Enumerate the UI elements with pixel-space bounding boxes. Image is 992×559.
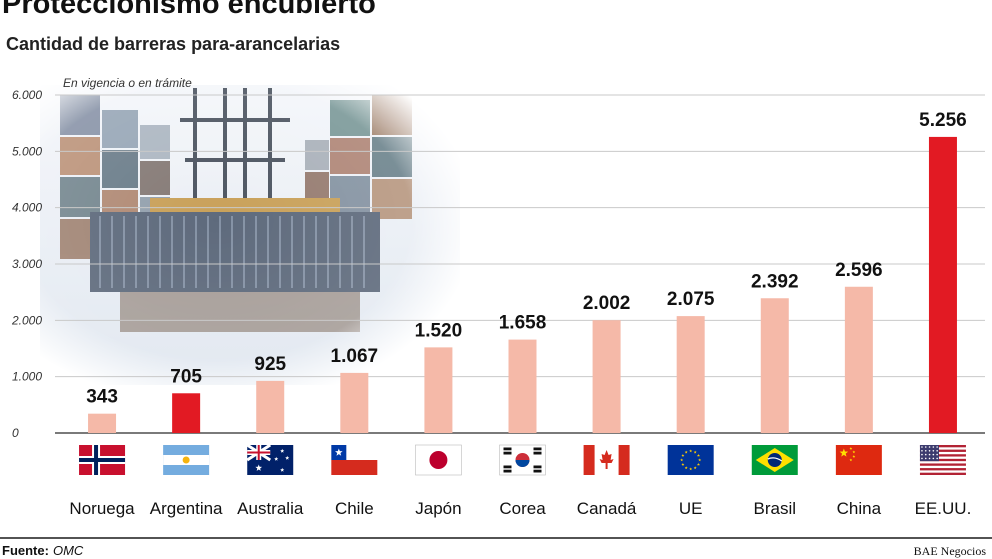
- y-tick-label: 2.000: [11, 313, 42, 327]
- category-label: Canadá: [577, 499, 637, 518]
- flags: [79, 443, 966, 476]
- source-value: OMC: [52, 543, 84, 558]
- value-label: 2.596: [835, 260, 883, 281]
- brazil-flag-icon: [751, 445, 798, 475]
- credit: BAE Negocios: [913, 544, 986, 558]
- category-label: Corea: [499, 499, 546, 518]
- category-label: China: [837, 499, 882, 518]
- bar: [760, 298, 789, 433]
- value-label: 343: [86, 387, 118, 408]
- argentina-flag-icon: [163, 445, 210, 475]
- value-label: 2.392: [751, 271, 799, 292]
- x-axis-labels: Noruega Argentina Australia Chile Japón Corea…: [69, 499, 971, 518]
- y-axis: 0 1.000 2.000 3.000 4.000 5.000 6.000: [11, 88, 42, 440]
- y-tick-label: 5.000: [12, 144, 42, 158]
- value-label: 1.520: [415, 320, 463, 341]
- value-labels: 343 705 925 1.067 1.520 1.658 2.002 2.075 2.392 2…: [86, 110, 967, 408]
- category-label: EE.UU.: [915, 499, 972, 518]
- usa-flag-icon: [919, 445, 966, 475]
- bar: [928, 136, 957, 434]
- value-label: 2.075: [667, 289, 715, 310]
- bar: [424, 347, 453, 433]
- bar: [508, 339, 537, 433]
- korea-flag-icon: [499, 444, 546, 476]
- bar: [172, 393, 201, 433]
- chart-subtitle: Cantidad de barreras para-arancelarias: [6, 34, 341, 54]
- bar: [88, 413, 117, 433]
- bar: [340, 372, 369, 433]
- source-label: Fuente:: [2, 543, 49, 558]
- y-tick-label: 4.000: [12, 201, 42, 215]
- y-tick-label: 3.000: [12, 257, 42, 271]
- category-label: Japón: [415, 499, 461, 518]
- eu-flag-icon: [667, 445, 714, 475]
- source-line: Fuente: OMC: [2, 543, 83, 558]
- category-label: Chile: [335, 499, 374, 518]
- bars: [88, 136, 957, 434]
- category-label: Australia: [237, 499, 304, 518]
- bar: [256, 380, 285, 433]
- value-label: 1.658: [499, 313, 547, 334]
- chart-note: En vigencia o en trámite: [63, 76, 192, 90]
- bar: [592, 320, 621, 433]
- australia-flag-icon: [246, 443, 294, 475]
- value-label: 1.067: [331, 346, 379, 367]
- canada-flag-icon: [583, 445, 630, 475]
- y-tick-label: 1.000: [12, 370, 42, 384]
- value-label: 2.002: [583, 293, 631, 314]
- bar: [844, 286, 873, 433]
- category-label: Noruega: [69, 499, 135, 518]
- norway-flag-icon: [79, 445, 126, 475]
- value-label: 925: [254, 354, 286, 375]
- category-label: Argentina: [150, 499, 223, 518]
- china-flag-icon: [835, 445, 882, 475]
- bar: [676, 316, 705, 433]
- category-label: Brasil: [754, 499, 797, 518]
- category-label: UE: [679, 499, 703, 518]
- japan-flag-icon: [415, 444, 462, 476]
- value-label: 5.256: [919, 110, 967, 131]
- y-tick-label: 0: [12, 426, 19, 440]
- chart-title: Proteccionismo encubierto: [2, 0, 376, 20]
- chile-flag-icon: [331, 445, 378, 475]
- containers-photo: [40, 85, 460, 385]
- value-label: 705: [170, 366, 202, 387]
- y-tick-label: 6.000: [12, 88, 42, 102]
